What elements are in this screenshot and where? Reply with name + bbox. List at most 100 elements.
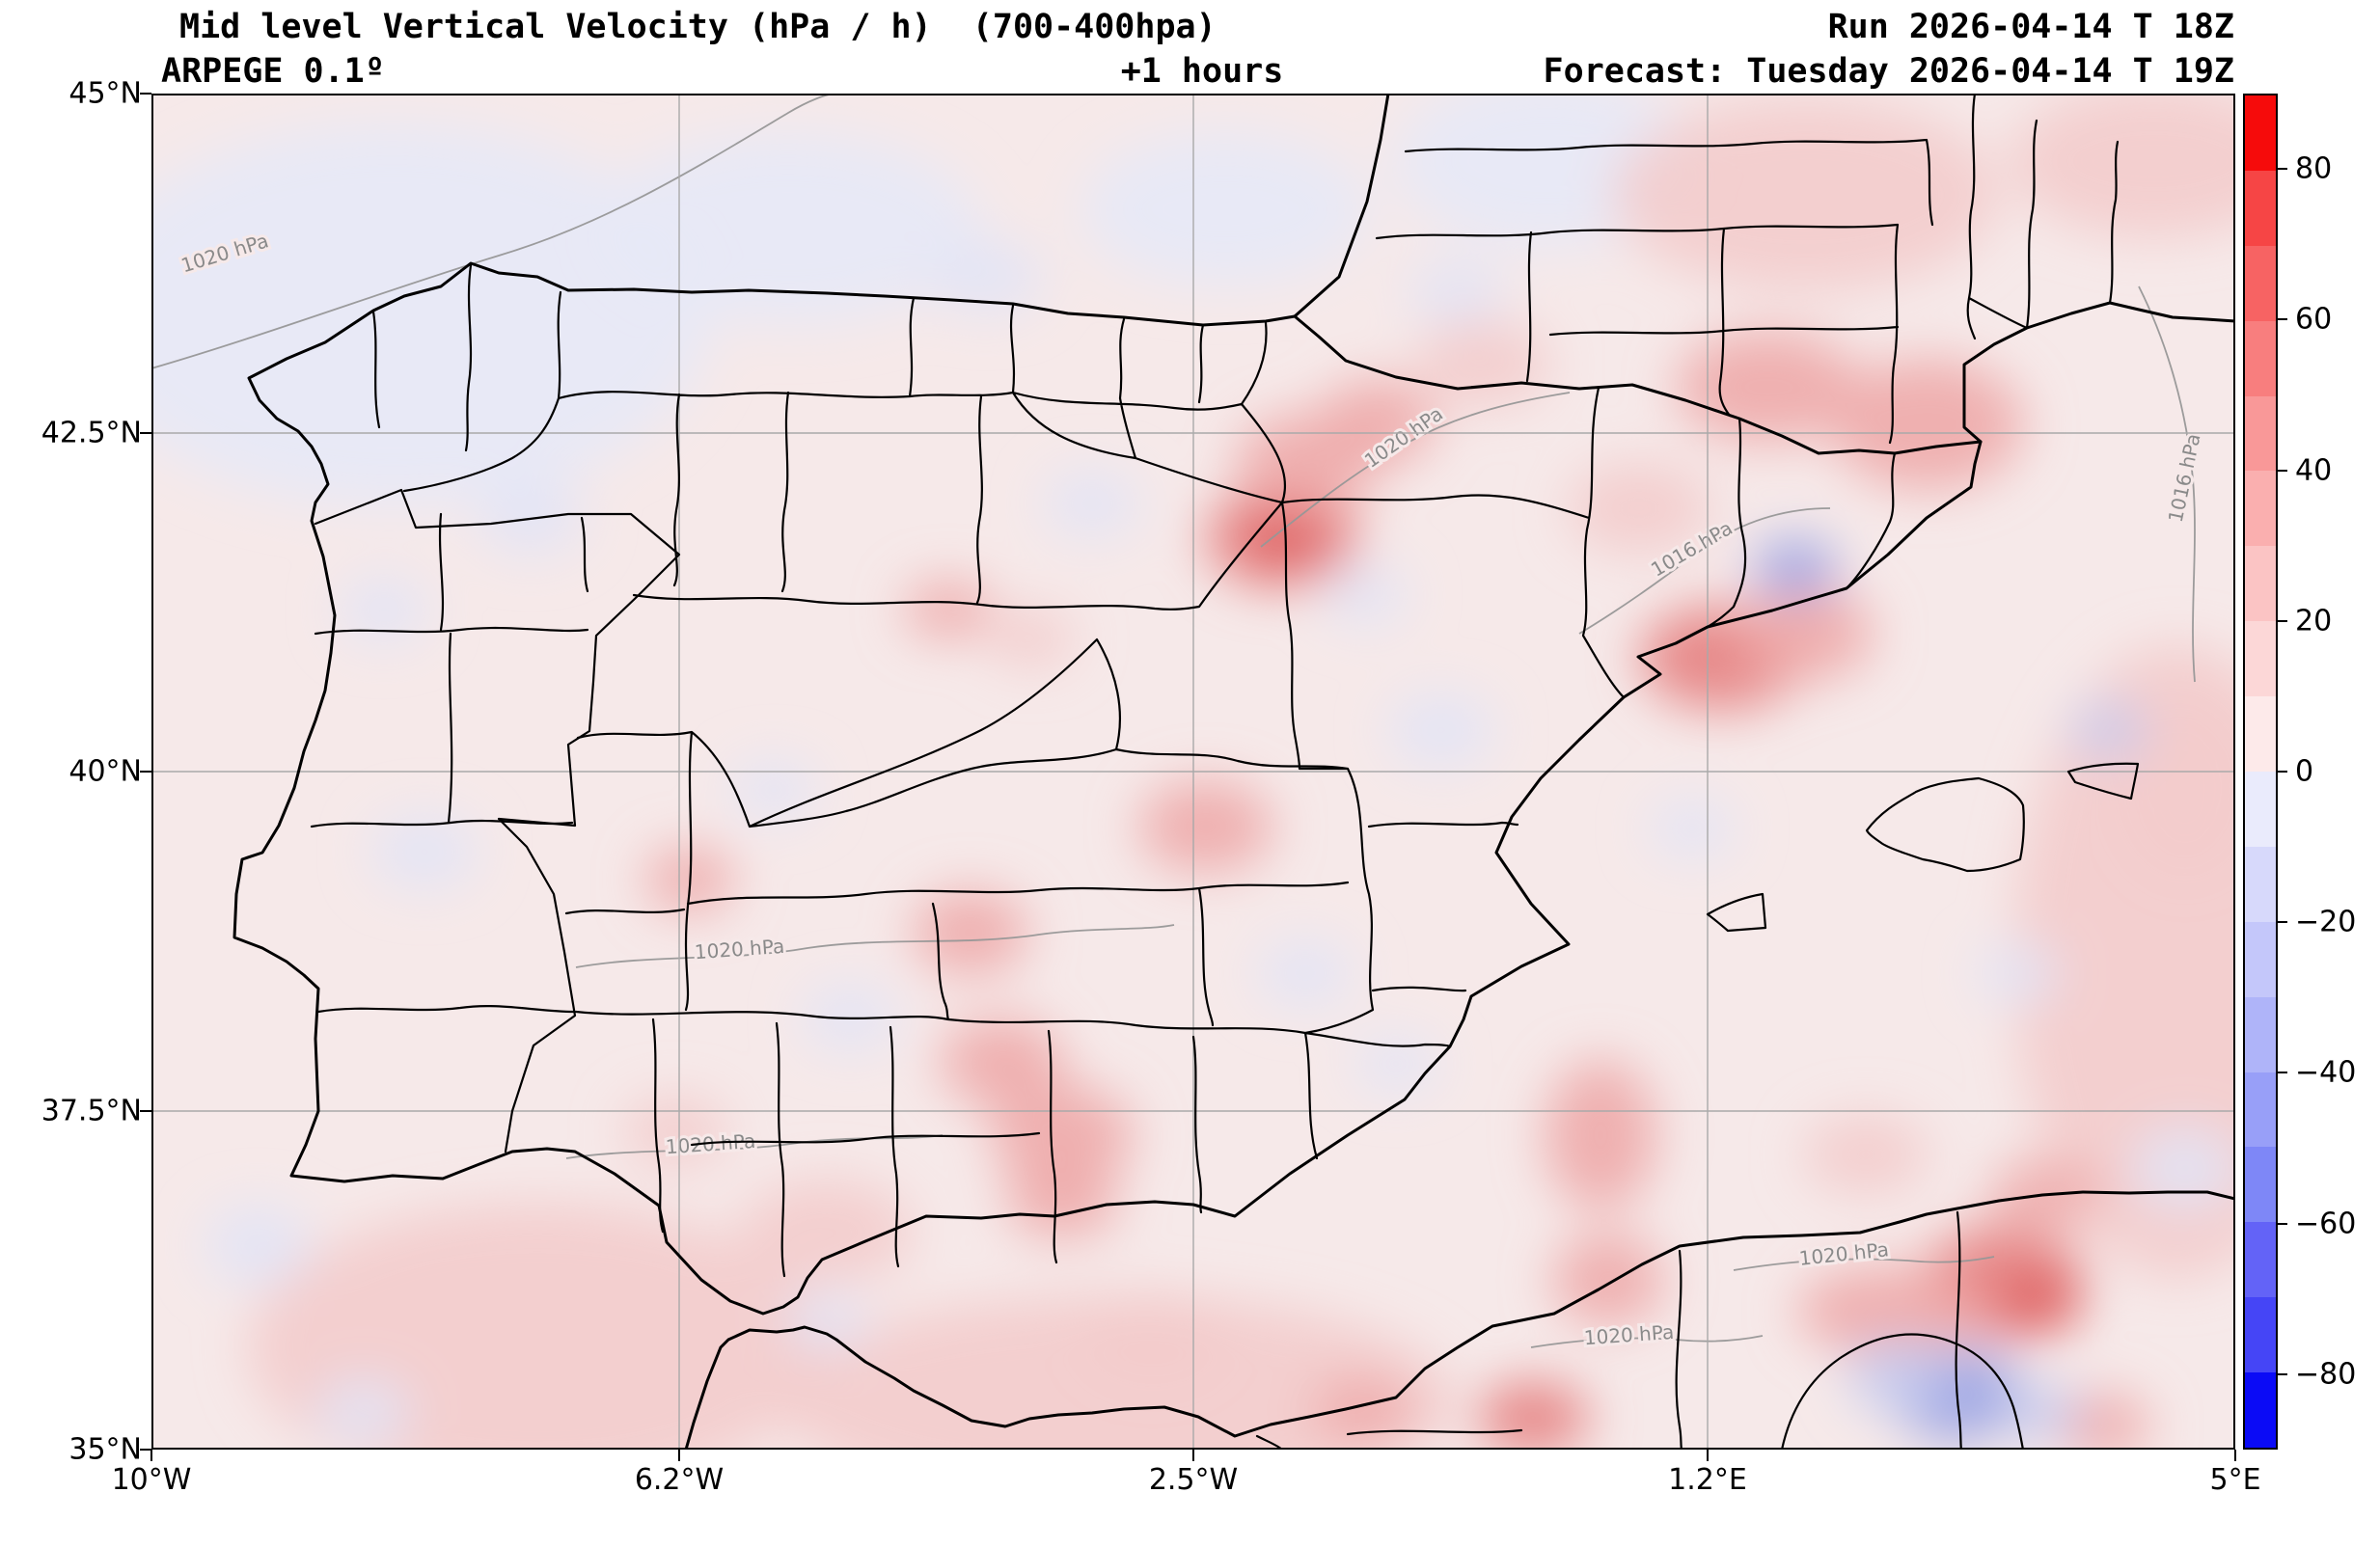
isobar-line	[151, 94, 837, 369]
colorbar-tick-label: 20	[2295, 604, 2333, 638]
field-blob	[1323, 566, 1408, 624]
field-blob	[1552, 1234, 1664, 1326]
lat-tick-label: 37.5°N	[41, 1094, 142, 1128]
field-blob	[315, 1379, 412, 1445]
field-blob	[1831, 359, 2024, 490]
lon-tick-mark	[2234, 1450, 2236, 1461]
colorbar-segment	[2245, 1072, 2276, 1148]
field-blob	[1138, 780, 1273, 873]
field-blob	[151, 122, 711, 508]
field-blob	[1803, 1114, 1929, 1195]
balearic-islands	[1706, 762, 2140, 933]
colorbar-tick-label: −60	[2295, 1207, 2357, 1241]
colorbar-segment	[2245, 921, 2276, 997]
field-blob	[991, 1085, 1134, 1185]
isobar-line	[1733, 1256, 1995, 1271]
lat-tick-label: 42.5°N	[41, 416, 142, 450]
isobar-line	[565, 1134, 944, 1159]
field-blob	[1354, 1037, 1438, 1091]
colorbar-segment	[2245, 471, 2276, 547]
field-blob	[2002, 1277, 2079, 1331]
field-blob	[622, 1097, 728, 1166]
field-blob	[1388, 693, 1494, 767]
colorbar-segment	[2245, 95, 2276, 171]
lon-tick-label: 5°E	[2209, 1463, 2261, 1497]
field-blob	[913, 890, 1028, 975]
colorbar-tick-label: 60	[2295, 302, 2333, 337]
coastline-north-africa	[684, 1190, 2235, 1450]
colorbar-tick-label: 40	[2295, 453, 2333, 488]
coastline-france-med	[1962, 301, 2235, 444]
colorbar	[2243, 94, 2278, 1450]
colorbar-tick-mark	[2278, 1372, 2287, 1375]
field-blob	[784, 1294, 869, 1348]
colorbar-segment	[2245, 245, 2276, 321]
field-blob	[1753, 539, 1838, 597]
lon-tick-label: 6.2°W	[634, 1463, 725, 1497]
field-blob	[940, 1018, 1063, 1106]
field-blob	[1044, 471, 1140, 536]
field-blob	[1848, 1340, 1945, 1413]
lat-tick-label: 45°N	[68, 76, 142, 111]
colorbar-tick-mark	[2278, 921, 2287, 924]
borders-france	[1375, 94, 2120, 445]
field-blob	[928, 240, 1044, 313]
field-blob	[1310, 1377, 1414, 1443]
province-borders-spain	[371, 263, 1897, 1278]
field-blob	[340, 577, 428, 642]
colorbar-segment	[2245, 1297, 2276, 1373]
field-blob	[731, 761, 816, 819]
lat-tick-mark	[140, 432, 151, 434]
colorbar-tick-label: −80	[2295, 1357, 2357, 1392]
field-blob	[2010, 94, 2235, 238]
colorbar-tick-label: −20	[2295, 905, 2357, 939]
field-blob	[1415, 320, 1550, 407]
colorbar-tick-mark	[2278, 318, 2287, 321]
geography-layer	[233, 94, 2235, 1450]
field-blob	[595, 132, 981, 325]
isobar-line	[1578, 507, 1831, 635]
colorbar-segment	[2245, 621, 2276, 697]
colorbar-segment	[2245, 320, 2276, 396]
lat-tick-label: 35°N	[68, 1432, 142, 1467]
lon-tick-label: 10°W	[111, 1463, 192, 1497]
isobar-line	[575, 924, 1175, 968]
lat-tick-mark	[140, 771, 151, 773]
field-blob	[1976, 944, 2061, 1002]
field-blob	[1613, 98, 1999, 291]
model-label: ARPEGE 0.1º	[161, 52, 385, 91]
colorbar-tick-mark	[2278, 771, 2287, 773]
colorbar-segment	[2245, 395, 2276, 472]
colorbar-tick-mark	[2278, 469, 2287, 472]
colorbar-segment	[2245, 996, 2276, 1072]
field-blob	[205, 1205, 311, 1286]
border-pyrenees	[1293, 314, 1983, 455]
colorbar-segment	[2245, 1147, 2276, 1223]
borders-north-africa	[1255, 1210, 2025, 1450]
field-blob	[1081, 1291, 1225, 1384]
run-label: Run 2026-04-14 T 18Z	[1827, 8, 2234, 46]
field-blob	[1247, 515, 1317, 561]
lat-tick-mark	[140, 1449, 151, 1451]
page-title: Mid level Vertical Velocity (hPa / h) (7…	[179, 8, 1217, 46]
province-borders-portugal	[310, 512, 589, 1014]
field-blob	[1236, 414, 1381, 506]
colorbar-segment	[2245, 1222, 2276, 1298]
lon-tick-label: 1.2°E	[1668, 1463, 1747, 1497]
lead-time-label: +1 hours	[1120, 52, 1284, 91]
field-blob	[1989, 1160, 2105, 1226]
colorbar-segment	[2245, 772, 2276, 847]
lon-tick-mark	[150, 1450, 152, 1461]
field-blob	[2118, 696, 2235, 880]
field-blob	[1545, 1060, 1656, 1210]
field-blob	[371, 815, 478, 888]
lon-tick-label: 2.5°W	[1148, 1463, 1239, 1497]
field-blob	[904, 581, 993, 638]
colorbar-segment	[2245, 546, 2276, 622]
border-portugal-spain	[314, 488, 681, 1153]
coastline-iberia	[233, 94, 1983, 1316]
lon-tick-mark	[678, 1450, 680, 1461]
lon-tick-mark	[1192, 1450, 1194, 1461]
vertical-velocity-field	[151, 94, 2235, 1450]
field-blob	[1257, 940, 1354, 1006]
